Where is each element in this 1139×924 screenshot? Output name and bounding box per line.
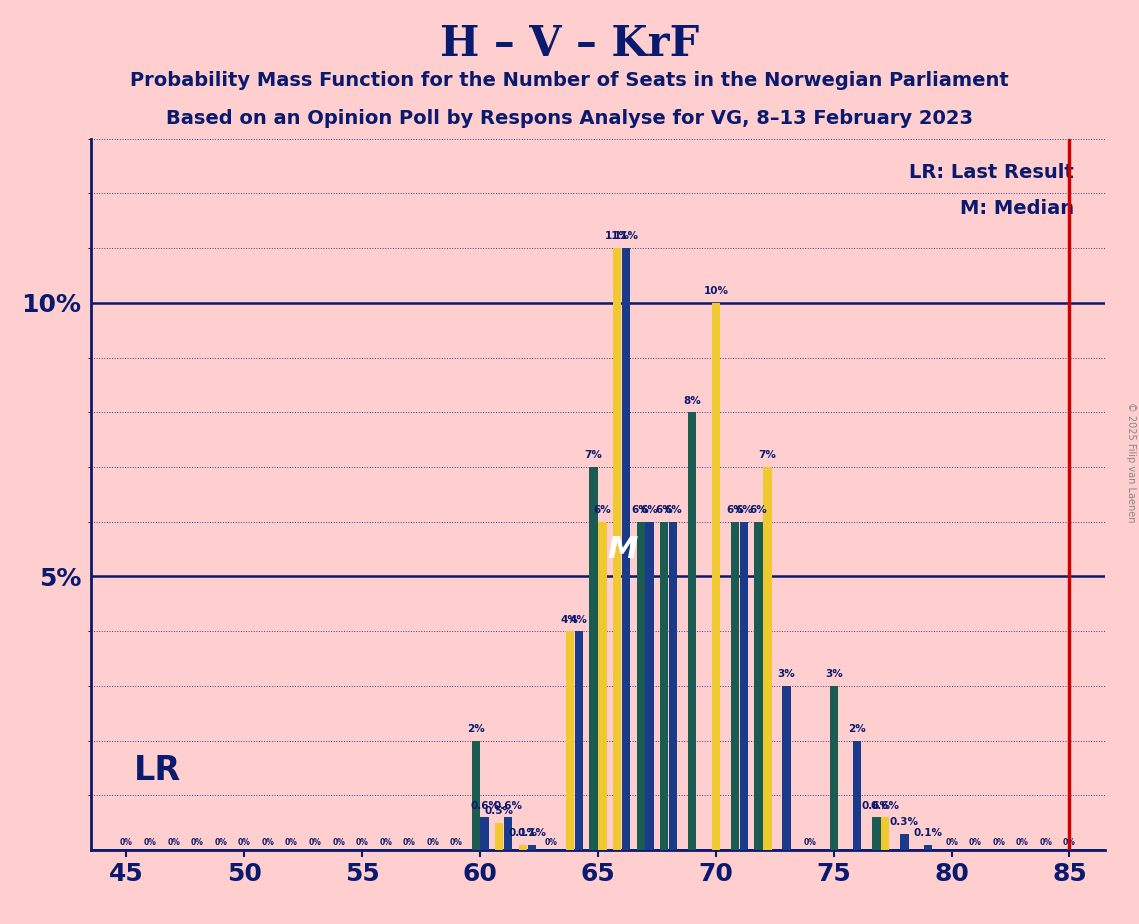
Text: 3%: 3% bbox=[825, 669, 843, 679]
Bar bbox=[646, 522, 654, 850]
Bar bbox=[613, 248, 621, 850]
Text: 0%: 0% bbox=[144, 838, 156, 847]
Text: H – V – KrF: H – V – KrF bbox=[440, 23, 699, 65]
Text: 0.3%: 0.3% bbox=[890, 817, 919, 827]
Bar bbox=[731, 522, 739, 850]
Text: M: M bbox=[607, 535, 638, 564]
Bar bbox=[853, 741, 861, 850]
Text: 0%: 0% bbox=[804, 838, 817, 847]
Bar bbox=[598, 522, 607, 850]
Text: 0%: 0% bbox=[379, 838, 392, 847]
Text: LR: Last Result: LR: Last Result bbox=[909, 164, 1074, 182]
Bar bbox=[495, 822, 503, 850]
Bar bbox=[754, 522, 763, 850]
Bar bbox=[782, 686, 790, 850]
Text: 6%: 6% bbox=[641, 505, 658, 516]
Text: 0%: 0% bbox=[1063, 838, 1076, 847]
Text: 6%: 6% bbox=[664, 505, 682, 516]
Text: 0%: 0% bbox=[262, 838, 274, 847]
Text: 3%: 3% bbox=[778, 669, 795, 679]
Text: 7%: 7% bbox=[759, 450, 777, 460]
Text: 0%: 0% bbox=[426, 838, 440, 847]
Text: 0%: 0% bbox=[1040, 838, 1052, 847]
Text: 0%: 0% bbox=[309, 838, 321, 847]
Bar bbox=[622, 248, 630, 850]
Text: 0.6%: 0.6% bbox=[862, 801, 891, 810]
Text: © 2025 Filip van Laenen: © 2025 Filip van Laenen bbox=[1126, 402, 1136, 522]
Text: 0%: 0% bbox=[992, 838, 1006, 847]
Bar bbox=[472, 741, 480, 850]
Bar bbox=[872, 817, 880, 850]
Text: 0%: 0% bbox=[945, 838, 958, 847]
Text: 0%: 0% bbox=[544, 838, 557, 847]
Bar bbox=[924, 845, 932, 850]
Bar bbox=[481, 817, 489, 850]
Text: 0.1%: 0.1% bbox=[508, 828, 538, 838]
Bar bbox=[740, 522, 748, 850]
Bar bbox=[589, 467, 598, 850]
Text: 2%: 2% bbox=[467, 724, 484, 734]
Text: 0%: 0% bbox=[969, 838, 982, 847]
Text: 8%: 8% bbox=[683, 395, 702, 406]
Text: 0%: 0% bbox=[450, 838, 462, 847]
Text: Based on an Opinion Poll by Respons Analyse for VG, 8–13 February 2023: Based on an Opinion Poll by Respons Anal… bbox=[166, 109, 973, 128]
Text: 0%: 0% bbox=[355, 838, 369, 847]
Text: 0%: 0% bbox=[333, 838, 345, 847]
Text: 0%: 0% bbox=[238, 838, 251, 847]
Bar bbox=[669, 522, 678, 850]
Bar bbox=[527, 845, 535, 850]
Bar bbox=[661, 522, 669, 850]
Bar bbox=[566, 631, 574, 850]
Text: 4%: 4% bbox=[562, 614, 579, 625]
Text: 2%: 2% bbox=[849, 724, 866, 734]
Text: M: Median: M: Median bbox=[960, 199, 1074, 218]
Text: 0.1%: 0.1% bbox=[913, 828, 942, 838]
Text: 0%: 0% bbox=[120, 838, 133, 847]
Bar bbox=[575, 631, 583, 850]
Text: 11%: 11% bbox=[605, 232, 630, 241]
Text: 6%: 6% bbox=[735, 505, 753, 516]
Text: Probability Mass Function for the Number of Seats in the Norwegian Parliament: Probability Mass Function for the Number… bbox=[130, 71, 1009, 91]
Text: 0%: 0% bbox=[167, 838, 180, 847]
Bar bbox=[763, 467, 771, 850]
Text: 0%: 0% bbox=[403, 838, 416, 847]
Bar bbox=[518, 845, 527, 850]
Text: 0%: 0% bbox=[190, 838, 204, 847]
Text: 6%: 6% bbox=[655, 505, 673, 516]
Text: 11%: 11% bbox=[614, 232, 639, 241]
Bar bbox=[688, 412, 696, 850]
Text: 0.6%: 0.6% bbox=[871, 801, 900, 810]
Text: 6%: 6% bbox=[593, 505, 612, 516]
Text: 0%: 0% bbox=[1016, 838, 1029, 847]
Bar bbox=[712, 303, 720, 850]
Bar bbox=[637, 522, 645, 850]
Text: LR: LR bbox=[133, 754, 181, 787]
Text: 6%: 6% bbox=[632, 505, 649, 516]
Text: 0.5%: 0.5% bbox=[485, 806, 514, 816]
Text: 0.1%: 0.1% bbox=[517, 828, 547, 838]
Bar bbox=[900, 833, 909, 850]
Text: 4%: 4% bbox=[570, 614, 588, 625]
Bar bbox=[829, 686, 838, 850]
Text: 0%: 0% bbox=[214, 838, 227, 847]
Bar bbox=[505, 817, 513, 850]
Text: 0%: 0% bbox=[285, 838, 298, 847]
Text: 6%: 6% bbox=[749, 505, 768, 516]
Text: 0.6%: 0.6% bbox=[470, 801, 499, 810]
Text: 7%: 7% bbox=[584, 450, 603, 460]
Text: 10%: 10% bbox=[704, 286, 728, 297]
Text: 6%: 6% bbox=[726, 505, 744, 516]
Text: 0.6%: 0.6% bbox=[493, 801, 523, 810]
Bar bbox=[882, 817, 890, 850]
